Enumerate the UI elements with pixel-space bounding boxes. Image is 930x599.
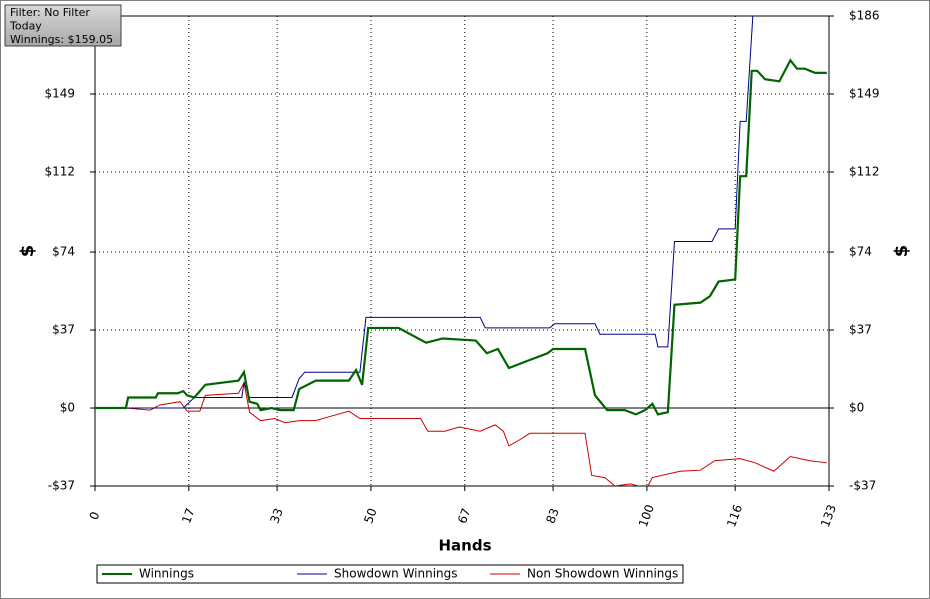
info-text: Filter: No Filter: [10, 6, 90, 19]
x-tick-label: 33: [267, 506, 285, 525]
x-tick-label: 0: [87, 510, 103, 522]
x-tick-label: 83: [543, 506, 561, 525]
x-tick-label: 67: [455, 506, 473, 525]
series-line: [95, 58, 827, 416]
y-tick-label: $112: [44, 164, 75, 178]
legend: [96, 564, 684, 584]
y2-tick-label: $186: [849, 9, 880, 23]
plot-area: [94, 15, 830, 487]
x-axis-label: Hands: [438, 537, 491, 555]
y-tick-label: -$37: [48, 479, 75, 493]
legend-label: Showdown Winnings: [334, 567, 458, 581]
legend-label: Non Showdown Winnings: [527, 567, 678, 581]
y2-tick-label: $37: [849, 323, 872, 337]
y2-tick-label: $0: [849, 401, 864, 415]
info-box: [4, 4, 122, 47]
y2-axis-label: $: [891, 245, 912, 258]
x-tick-label: 17: [179, 506, 197, 525]
y-tick-label: $0: [60, 401, 75, 415]
y2-tick-label: -$37: [849, 479, 876, 493]
y-tick-label: $37: [52, 323, 75, 337]
info-text: Winnings: $159.05: [10, 33, 113, 46]
y-tick-label: $149: [44, 86, 75, 100]
y2-tick-label: $112: [849, 164, 880, 178]
x-tick-label: 50: [361, 506, 379, 525]
y2-tick-label: $149: [849, 86, 880, 100]
y-axis-label: $: [17, 245, 38, 258]
y2-tick-label: $74: [849, 245, 872, 259]
y-tick-label: $74: [52, 245, 75, 259]
info-text: Today: [9, 20, 42, 33]
series-line: [95, 381, 827, 486]
legend-label: Winnings: [139, 567, 194, 581]
